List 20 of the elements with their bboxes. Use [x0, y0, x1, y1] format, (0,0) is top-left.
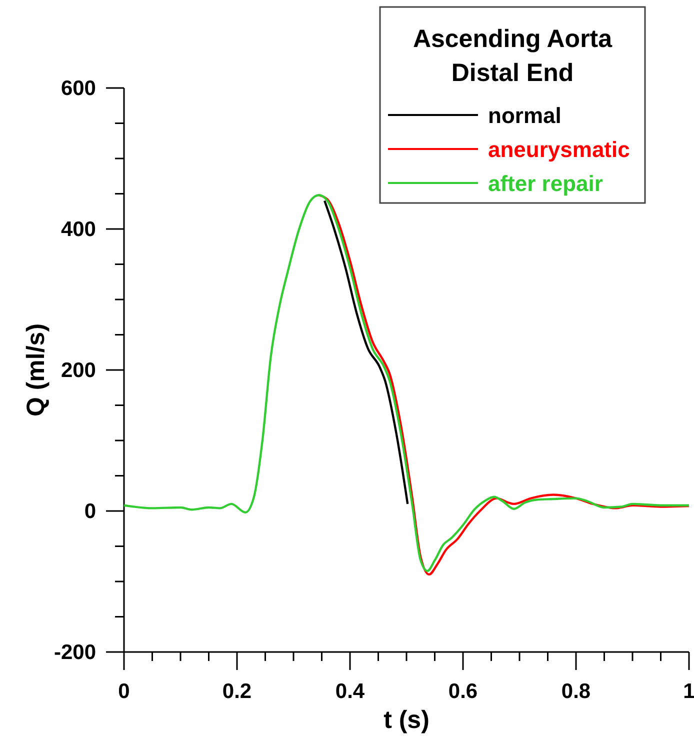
line-series	[122, 194, 690, 572]
x-tick-label: 1	[683, 680, 694, 703]
legend-label: normal	[488, 103, 562, 128]
y-axis-title: Q (ml/s)	[22, 323, 50, 417]
x-tick-label: 0	[118, 680, 130, 703]
y-tick-label: 400	[60, 218, 96, 241]
line-series	[323, 200, 409, 506]
legend-label: aneurysmatic	[488, 137, 630, 162]
x-tick-label: 0.8	[561, 680, 591, 703]
x-tick-label: 0.2	[222, 680, 252, 703]
x-tick-label: 0.4	[335, 680, 365, 703]
x-tick-label: 0.6	[448, 680, 478, 703]
line-series	[318, 194, 690, 576]
legend-label: after repair	[488, 171, 604, 196]
legend-title: Ascending Aorta Distal End	[412, 25, 614, 87]
y-tick-label: 600	[60, 77, 96, 100]
y-tick-label: -200	[54, 641, 96, 664]
y-tick-label: 200	[60, 359, 96, 382]
x-axis-title: t (s)	[384, 706, 430, 734]
y-tick-label: 0	[84, 500, 96, 523]
